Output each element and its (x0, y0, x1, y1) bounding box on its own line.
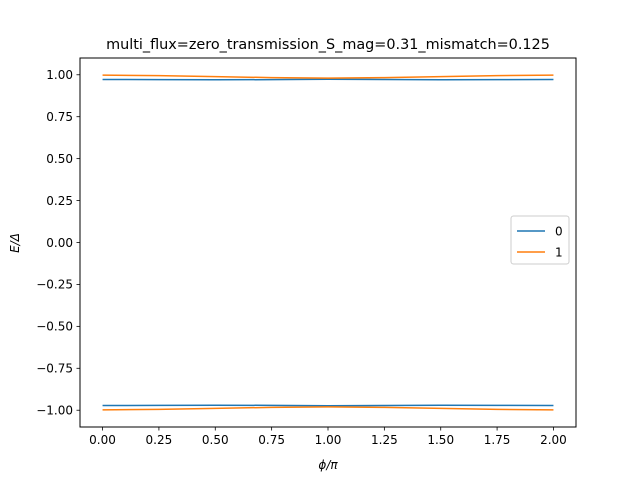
y-tick-label: −0.25 (36, 278, 73, 292)
y-tick-label: −0.75 (36, 362, 73, 376)
legend-label-0: 0 (555, 224, 563, 238)
y-axis: −1.00 −0.75 −0.50 −0.25 0.00 0.25 0.50 0.75 1.00 (36, 68, 80, 418)
x-tick-label: 0.25 (146, 433, 173, 447)
y-tick-label: 0.25 (46, 194, 73, 208)
series-1-line-upper (102, 74, 554, 79)
y-tick-label: 0.75 (46, 110, 73, 124)
x-axis: 0.00 0.25 0.50 0.75 1.00 1.25 1.50 1.75 2.00 (89, 427, 567, 447)
plot-frame (79, 57, 577, 428)
legend: 01 (510, 215, 570, 265)
x-tick-label: 1.50 (427, 433, 454, 447)
series-0-line-lower (102, 404, 554, 407)
x-tick-label: 1.75 (484, 433, 511, 447)
y-tick-label: −0.50 (36, 320, 73, 334)
y-tick-label: 1.00 (46, 68, 73, 82)
y-axis-label: E/Δ (8, 233, 22, 253)
x-axis-label: ϕ/π (318, 458, 338, 472)
y-tick-label: −1.00 (36, 404, 73, 418)
series-0-line-upper (102, 78, 554, 81)
chart-title: multi_flux=zero_transmission_S_mag=0.31_… (106, 37, 550, 53)
x-tick-label: 1.25 (371, 433, 398, 447)
x-tick-label: 0.50 (202, 433, 229, 447)
x-tick-label: 0.75 (258, 433, 285, 447)
x-tick-label: 1.00 (315, 433, 342, 447)
y-tick-label: 0.50 (46, 152, 73, 166)
x-tick-label: 2.00 (540, 433, 567, 447)
legend-label-1: 1 (555, 245, 563, 259)
y-tick-label: 0.00 (46, 236, 73, 250)
x-tick-label: 0.00 (89, 433, 116, 447)
series-1-line-lower (102, 406, 554, 411)
plot-lines (102, 74, 554, 411)
